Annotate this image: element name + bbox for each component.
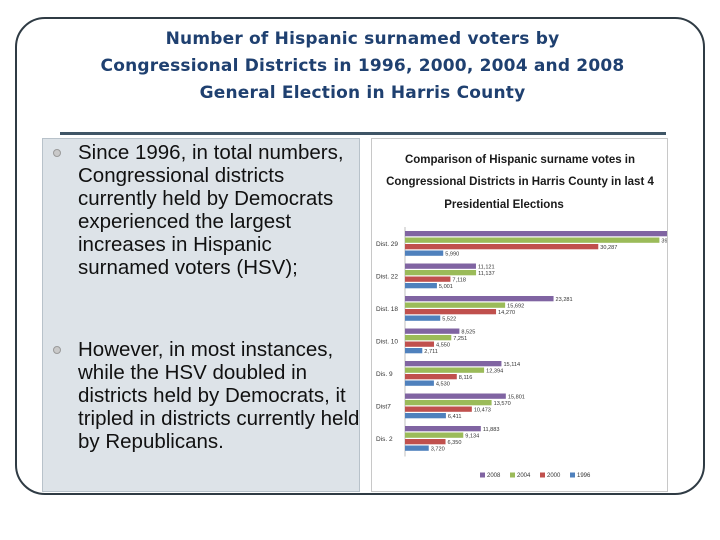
category-label: Dis. 9: [376, 371, 393, 378]
chart-title-line-2: Congressional Districts in Harris County…: [386, 176, 654, 188]
bar-1996-3: [405, 348, 423, 354]
slide-frame: [15, 17, 705, 495]
bar-1996-6: [405, 445, 429, 451]
data-label: 15,692: [507, 304, 524, 310]
category-label: Dist. 10: [376, 339, 398, 346]
data-label: 14,270: [498, 310, 515, 316]
bar-chart: Comparison of Hispanic surname votes in …: [376, 154, 690, 479]
data-label: 15,801: [508, 395, 525, 401]
data-label: 30,287: [600, 245, 617, 251]
data-label: 3,720: [431, 447, 445, 453]
bar-2008-3: [405, 328, 460, 334]
data-label: 5,001: [439, 284, 453, 290]
bar-2004-4: [405, 367, 485, 373]
bullet-dot-icon: [53, 346, 61, 354]
category-label: Dist. 18: [376, 306, 398, 313]
bar-2000-5: [405, 406, 472, 412]
legend-swatch-2004: [510, 472, 515, 478]
title-line-1: Number of Hispanic surnamed voters by: [165, 29, 560, 49]
title-divider: [60, 132, 666, 135]
data-label: 11,137: [478, 271, 495, 277]
legend-label-2000: 2000: [547, 473, 561, 479]
legend-label-1996: 1996: [577, 473, 591, 479]
bar-1996-5: [405, 413, 446, 419]
bar-2008-1: [405, 263, 476, 269]
category-label: Dist. 29: [376, 241, 398, 248]
chart-title-line-1: Comparison of Hispanic surname votes in: [405, 154, 635, 166]
legend-swatch-2008: [480, 472, 485, 478]
data-label: 11,883: [483, 427, 500, 433]
bar-2004-3: [405, 335, 452, 341]
bar-2004-0: [405, 237, 660, 243]
data-label: 4,550: [436, 343, 450, 349]
bar-2008-5: [405, 393, 506, 399]
category-label: Dis. 2: [376, 436, 393, 443]
bar-2008-0: [405, 231, 671, 237]
legend-swatch-2000: [540, 472, 545, 478]
bar-2004-2: [405, 302, 506, 308]
data-label: 12,394: [486, 369, 503, 375]
bullet-dot-icon: [53, 149, 61, 157]
bullet-text-1: Since 1996, in total numbers, Congressio…: [78, 141, 344, 279]
data-label: 23,281: [556, 297, 573, 303]
data-label: 6,350: [448, 440, 462, 446]
bar-2008-2: [405, 296, 554, 302]
bar-1996-0: [405, 250, 444, 256]
data-label: 5,522: [442, 317, 456, 323]
bar-2000-2: [405, 309, 497, 315]
chart-panel: Comparison of Hispanic surname votes in …: [371, 138, 690, 492]
data-label: 15,114: [503, 362, 520, 368]
data-label: 39,871: [661, 239, 667, 245]
legend-label-2008: 2008: [487, 473, 501, 479]
title-line-2: Congressional Districts in 1996, 2000, 2…: [100, 56, 625, 76]
bar-2008-4: [405, 361, 502, 367]
bar-2000-1: [405, 276, 451, 282]
bar-1996-1: [405, 283, 437, 289]
bar-2004-6: [405, 432, 464, 438]
bar-2004-1: [405, 270, 477, 276]
data-label: 5,990: [445, 252, 459, 258]
data-label: 7,251: [453, 336, 467, 342]
legend-swatch-1996: [570, 472, 575, 478]
bullet-text-2: However, in most instances, while the HS…: [78, 338, 360, 453]
data-label: 10,473: [474, 408, 491, 414]
chart-title-line-3: Presidential Elections: [444, 199, 564, 211]
bar-1996-4: [405, 380, 434, 386]
data-label: 8,525: [461, 330, 475, 336]
bar-2000-4: [405, 374, 457, 380]
bar-2000-3: [405, 341, 435, 347]
bar-2000-6: [405, 439, 446, 445]
legend-label-2004: 2004: [517, 473, 531, 479]
data-label: 2,711: [424, 349, 438, 355]
data-label: 7,118: [452, 278, 466, 284]
category-label: Dist. 22: [376, 274, 398, 281]
bar-2000-0: [405, 244, 599, 250]
bar-2008-6: [405, 426, 481, 432]
title-line-3: General Election in Harris County: [199, 83, 526, 103]
slide-title: Number of Hispanic surnamed voters by Co…: [40, 26, 685, 107]
bar-1996-2: [405, 315, 441, 321]
data-label: 13,570: [494, 401, 511, 407]
data-label: 9,134: [465, 434, 479, 440]
data-label: 8,116: [459, 375, 473, 381]
bullet-panel: Since 1996, in total numbers, Congressio…: [42, 138, 360, 492]
data-label: 4,530: [436, 382, 450, 388]
data-label: 11,121: [478, 265, 495, 271]
category-label: Dist7: [376, 404, 391, 411]
data-label: 6,411: [448, 414, 462, 420]
bar-2004-5: [405, 400, 492, 406]
